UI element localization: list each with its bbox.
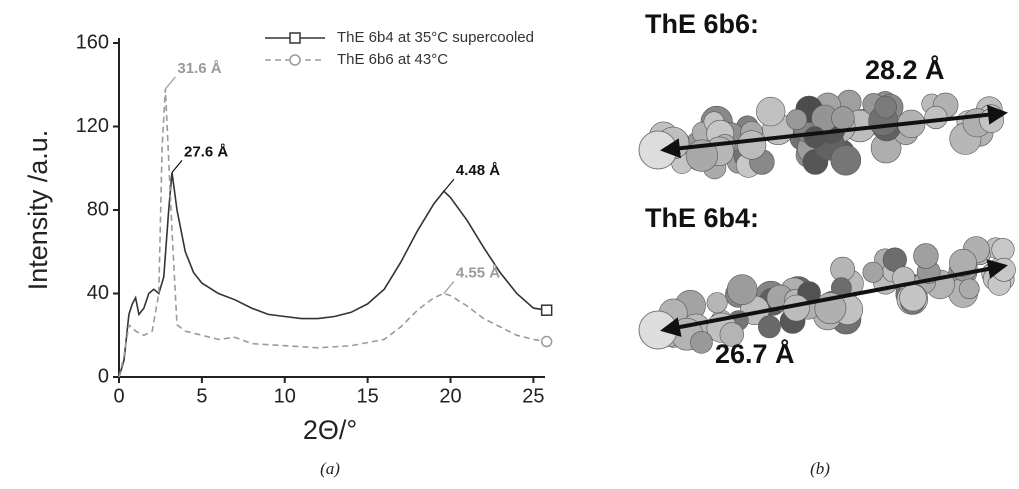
atom <box>758 315 781 339</box>
atom <box>706 292 728 314</box>
legend-marker <box>289 32 301 44</box>
atom <box>803 126 826 149</box>
atom <box>958 278 980 300</box>
atom <box>924 105 948 130</box>
x-tick-label: 0 <box>113 385 124 407</box>
atom <box>830 144 862 176</box>
annotation: 27.6 Å <box>184 143 228 160</box>
chart-panel: 0 40 80 120 160 0 5 10 15 20 25 ThE 6b4 at 35°C sup… <box>76 29 553 407</box>
y-tick-label: 80 <box>87 198 109 220</box>
x-tick-label: 20 <box>439 385 461 407</box>
x-tick-label: 10 <box>274 385 296 407</box>
length-arrow <box>660 104 1008 159</box>
model-title: ThE 6b4: <box>645 203 759 233</box>
atom <box>690 330 713 354</box>
data-line <box>118 172 547 378</box>
data-line <box>118 88 547 378</box>
length-arrow <box>660 259 1008 337</box>
x-tick-label: 15 <box>357 385 379 407</box>
atom <box>991 238 1015 262</box>
atom <box>786 109 808 131</box>
annotation-leader <box>164 76 176 90</box>
atom <box>874 95 897 119</box>
annotation: 31.6 Å <box>177 60 221 77</box>
atom <box>992 257 1016 282</box>
x-tick-label: 25 <box>522 385 544 407</box>
y-axis-label: Intensity /a.u. <box>23 130 53 291</box>
model-length: 28.2 Å <box>865 54 945 85</box>
x-tick-label: 5 <box>196 385 207 407</box>
atom <box>831 106 855 130</box>
model-title: ThE 6b6: <box>645 9 759 39</box>
annotation-leader <box>171 160 183 173</box>
annotation-leader <box>443 281 455 294</box>
annotation-leader <box>443 178 455 192</box>
legend-label: ThE 6b4 at 35°C supercooled <box>337 29 534 46</box>
y-tick-label: 120 <box>76 115 109 137</box>
x-axis-label: 2Θ/° <box>303 415 357 445</box>
atom <box>755 96 786 127</box>
molecule-panel <box>638 89 1016 354</box>
model-length: 26.7 Å <box>715 338 795 369</box>
y-tick-label: 0 <box>98 365 109 387</box>
annotation: 4.48 Å <box>456 162 500 179</box>
panel-label: (b) <box>810 459 830 478</box>
panel-label: (a) <box>320 459 340 478</box>
end-marker <box>540 304 553 316</box>
y-tick-label: 40 <box>87 282 109 304</box>
atom <box>862 261 884 283</box>
annotation: 4.55 Å <box>456 264 500 281</box>
atom <box>737 130 767 160</box>
y-tick-label: 160 <box>76 31 109 53</box>
end-marker <box>540 335 553 348</box>
legend-marker <box>289 54 301 66</box>
atom <box>913 243 939 269</box>
legend-label: ThE 6b6 at 43°C <box>337 51 448 68</box>
atom <box>726 274 758 306</box>
atom <box>899 284 927 312</box>
